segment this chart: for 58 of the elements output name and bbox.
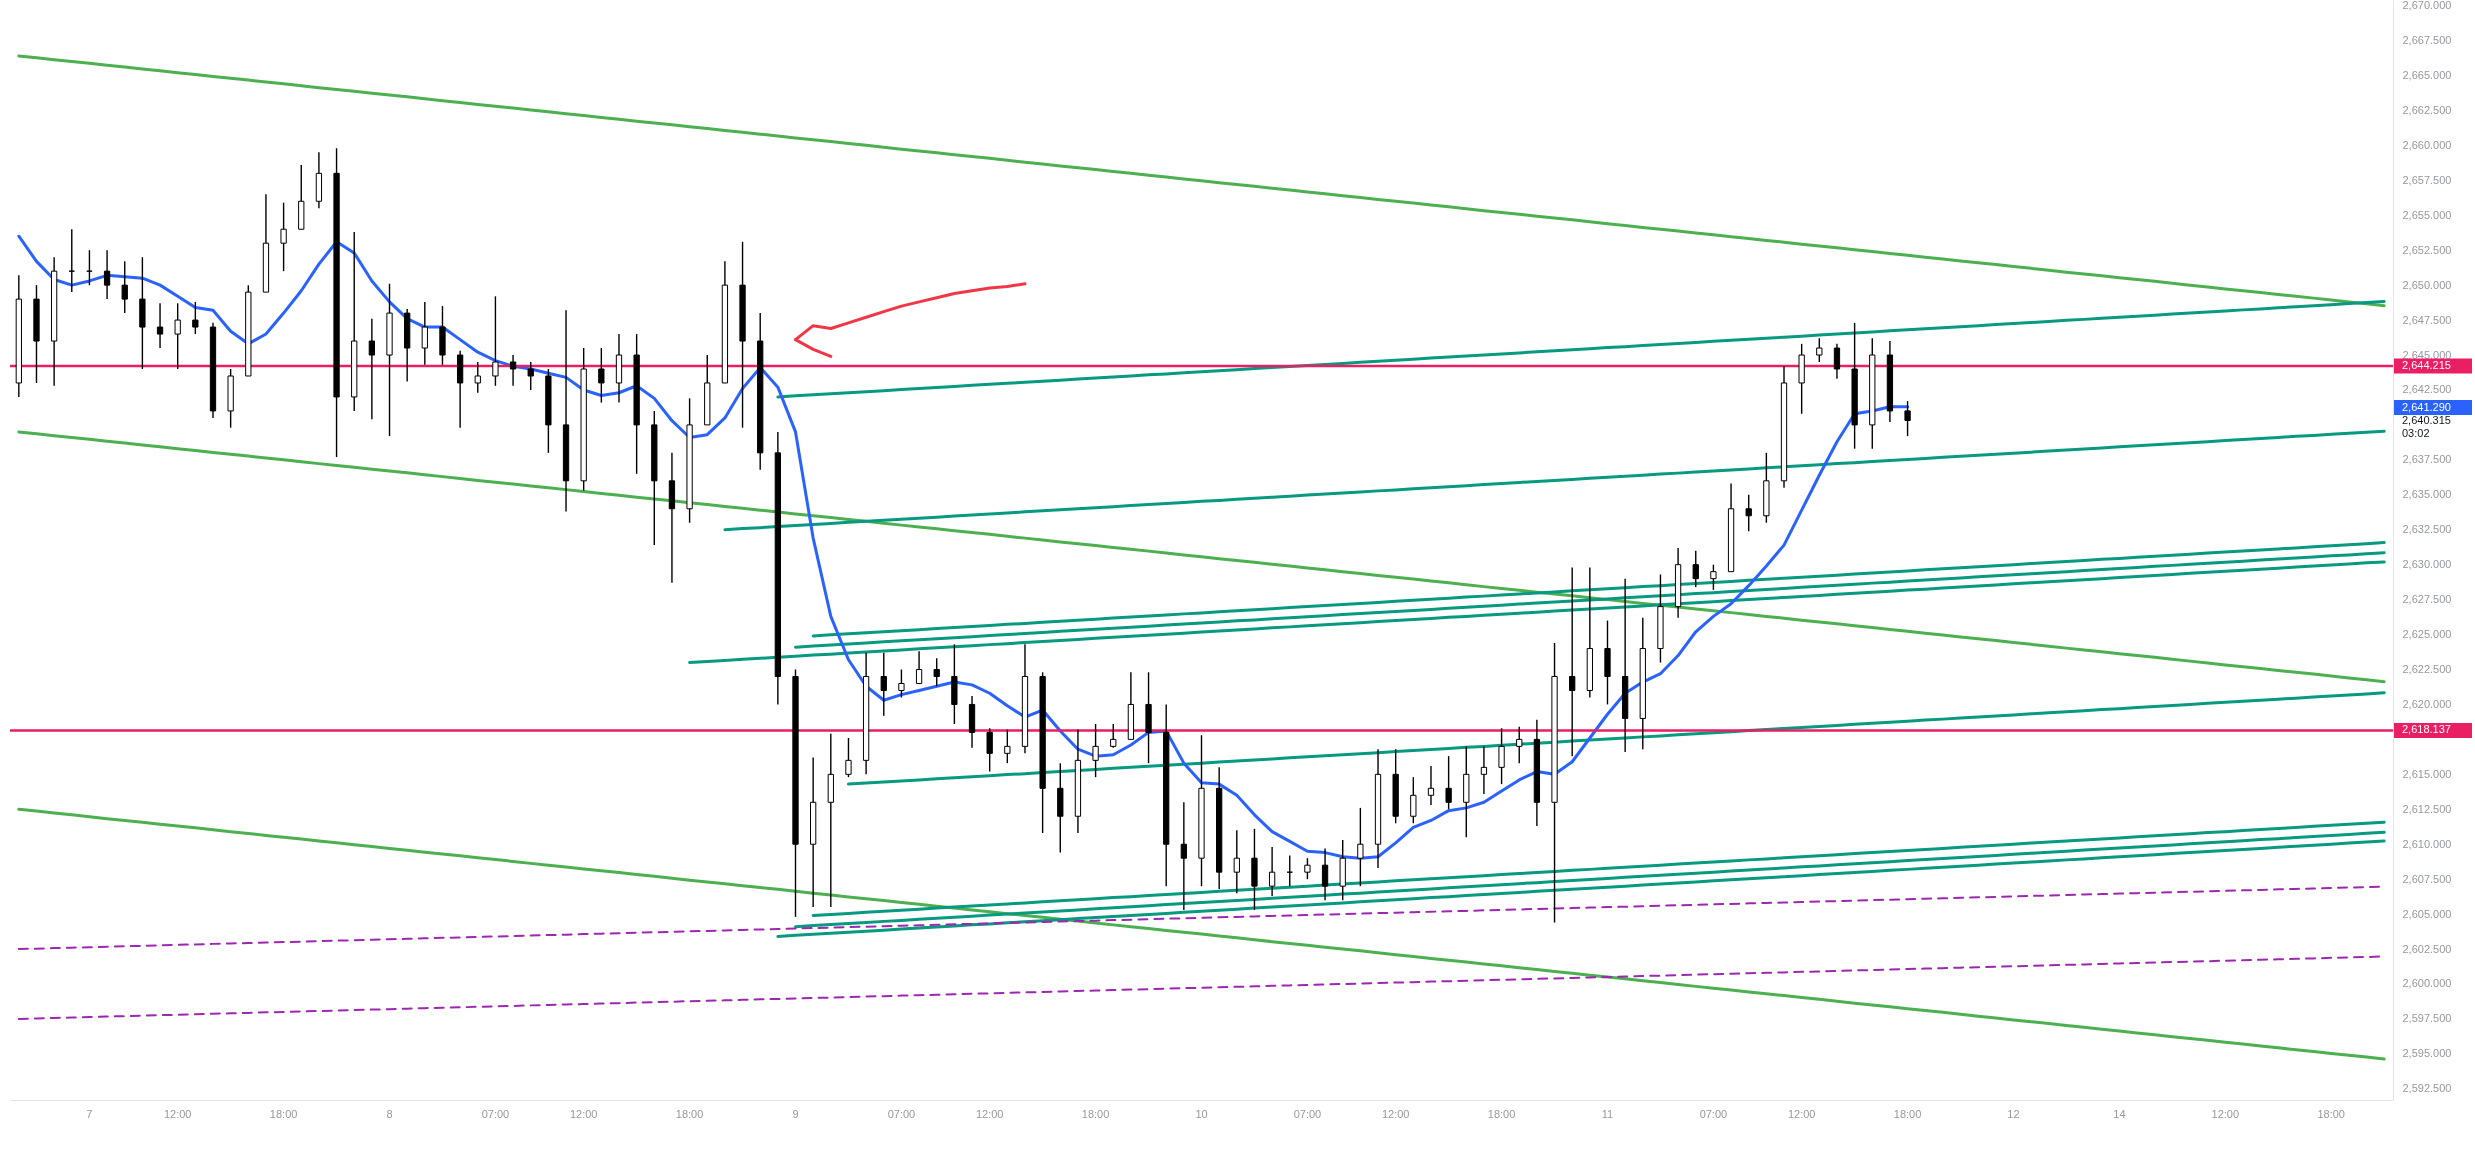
x-tick-label: 07:00 <box>1293 1107 1322 1120</box>
y-tick-label: 2,605.000 <box>2402 907 2452 920</box>
y-tick-label: 2,667.500 <box>2402 34 2452 47</box>
x-tick-label: 9 <box>792 1107 799 1120</box>
y-tick-label: 2,610.000 <box>2402 837 2452 850</box>
y-tick-label: 2,637.500 <box>2402 453 2452 466</box>
x-tick-label: 12:00 <box>975 1107 1004 1120</box>
y-tick-label: 2,625.000 <box>2402 628 2452 641</box>
y-tick-label: 2,630.000 <box>2402 558 2452 571</box>
x-tick-label: 7 <box>86 1107 93 1120</box>
y-tick-label: 2,600.000 <box>2402 977 2452 990</box>
y-tick-label: 2,632.500 <box>2402 523 2452 536</box>
x-tick-label: 12:00 <box>163 1107 192 1120</box>
x-tick-label: 12:00 <box>2211 1107 2240 1120</box>
x-tick-label: 12:00 <box>1787 1107 1816 1120</box>
y-tick-label: 2,602.500 <box>2402 942 2452 955</box>
x-tick-label: 07:00 <box>1699 1107 1728 1120</box>
y-tick-label: 2,660.000 <box>2402 138 2452 151</box>
x-tick-label: 11 <box>1601 1107 1614 1120</box>
y-tick-label: 2,662.500 <box>2402 103 2452 116</box>
text: 03:02 <box>2402 426 2430 439</box>
y-tick-label: 2,615.000 <box>2402 767 2452 780</box>
x-tick-label: 18:00 <box>675 1107 704 1120</box>
text: 2,641.290 <box>2402 400 2451 413</box>
y-tick-label: 2,670.000 <box>2402 0 2452 12</box>
y-tick-label: 2,655.000 <box>2402 208 2452 221</box>
y-tick-label: 2,620.000 <box>2402 697 2452 710</box>
y-tick-label: 2,612.500 <box>2402 802 2452 815</box>
ref-line-label: 2,644.215 <box>2402 358 2451 371</box>
x-tick-label: 18:00 <box>1081 1107 1110 1120</box>
y-tick-label: 2,652.500 <box>2402 243 2452 256</box>
x-tick-label: 8 <box>386 1107 393 1120</box>
x-tick-label: 12:00 <box>1381 1107 1410 1120</box>
x-tick-label: 12 <box>2007 1107 2020 1120</box>
x-tick-label: 07:00 <box>887 1107 916 1120</box>
x-tick-label: 18:00 <box>1487 1107 1516 1120</box>
y-tick-label: 2,635.000 <box>2402 488 2452 501</box>
y-tick-label: 2,647.500 <box>2402 313 2452 326</box>
x-tick-label: 18:00 <box>2317 1107 2345 1120</box>
x-tick-label: 14 <box>2113 1107 2126 1120</box>
x-tick-label: 18:00 <box>269 1107 298 1120</box>
y-tick-label: 2,597.500 <box>2402 1012 2452 1025</box>
y-tick-label: 2,642.500 <box>2402 383 2452 396</box>
y-tick-label: 2,592.500 <box>2402 1082 2452 1095</box>
x-tick-label: 18:00 <box>1893 1107 1922 1120</box>
y-tick-label: 2,627.500 <box>2402 593 2452 606</box>
y-tick-label: 2,657.500 <box>2402 173 2452 186</box>
x-tick-label: 10 <box>1195 1107 1208 1120</box>
y-tick-label: 2,595.000 <box>2402 1047 2452 1060</box>
y-tick-label: 2,650.000 <box>2402 278 2452 291</box>
y-tick-label: 2,622.500 <box>2402 663 2452 675</box>
x-tick-label: 07:00 <box>481 1107 510 1120</box>
ref-line-label: 2,618.137 <box>2402 723 2451 736</box>
y-tick-label: 2,665.000 <box>2402 68 2452 81</box>
text: 2,640.315 <box>2402 413 2451 426</box>
y-tick-label: 2,607.500 <box>2402 872 2452 885</box>
x-tick-label: 12:00 <box>569 1107 598 1120</box>
y-tick-label: 2,645.000 <box>2402 348 2452 361</box>
